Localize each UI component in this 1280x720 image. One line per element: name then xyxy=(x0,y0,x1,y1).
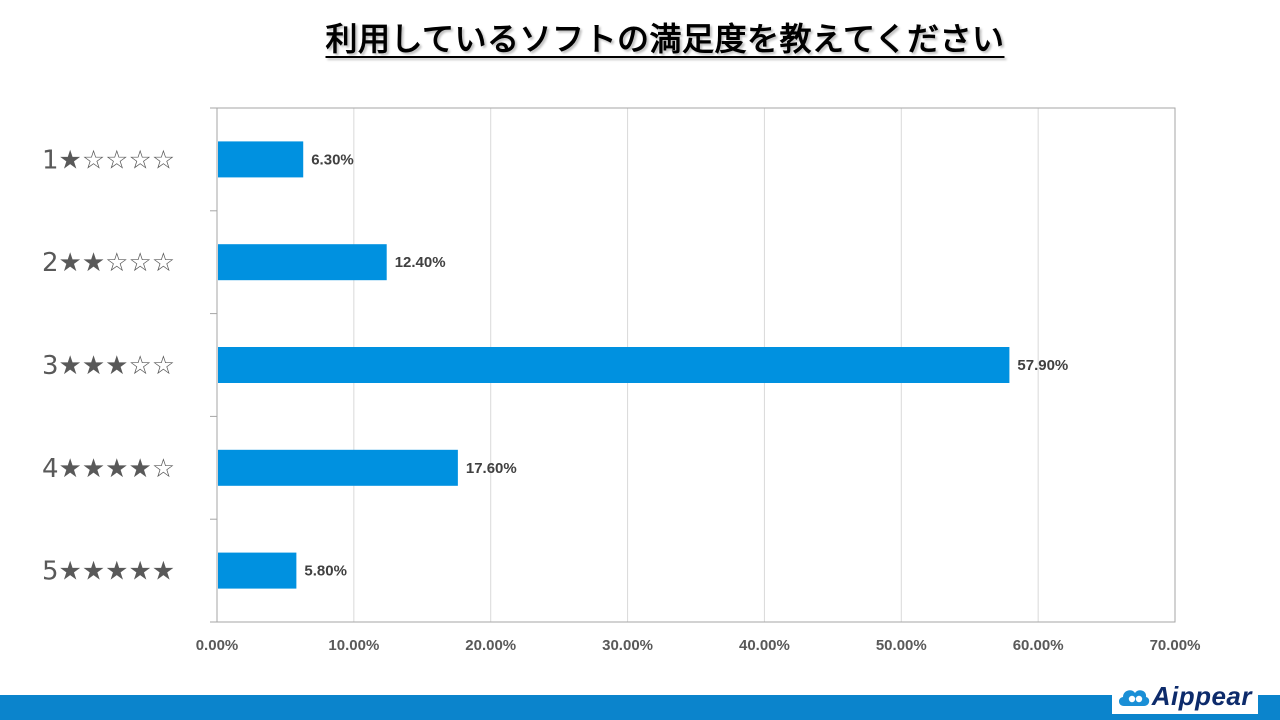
brand-logo: Aippear xyxy=(1111,678,1258,714)
x-tick-label-2: 20.00% xyxy=(465,637,516,654)
bar-4 xyxy=(218,449,458,486)
data-label-1: 6.30% xyxy=(311,151,354,168)
bar-5 xyxy=(218,552,297,589)
data-label-2: 12.40% xyxy=(395,254,446,271)
plot-area-border xyxy=(216,107,1176,623)
data-label-3: 57.90% xyxy=(1017,357,1068,374)
bar-1 xyxy=(218,141,304,178)
data-label-4: 17.60% xyxy=(466,460,517,477)
x-tick-label-1: 10.00% xyxy=(328,637,379,654)
footer-bar xyxy=(0,695,1280,720)
x-tick-label-5: 50.00% xyxy=(876,637,927,654)
category-label-2: 2★★☆☆☆ xyxy=(42,248,175,278)
logo-text: Aippear xyxy=(1151,680,1252,711)
x-tick-label-4: 40.00% xyxy=(739,637,790,654)
x-tick-label-3: 30.00% xyxy=(602,637,653,654)
bar-3 xyxy=(218,347,1010,383)
category-label-3: 3★★★☆☆ xyxy=(42,351,175,381)
cloud-icon xyxy=(1118,690,1149,706)
chart-title-text: 利用しているソフトの満足度を教えてください xyxy=(325,20,1005,58)
x-tick-label-0: 0.00% xyxy=(196,637,239,654)
category-label-5: 5★★★★★ xyxy=(42,557,175,587)
data-label-5: 5.80% xyxy=(304,563,347,580)
x-tick-label-7: 70.00% xyxy=(1150,637,1201,654)
category-label-4: 4★★★★☆ xyxy=(42,454,175,484)
category-label-1: 1★☆☆☆☆ xyxy=(42,145,175,175)
chart-title: 利用しているソフトの満足度を教えてください xyxy=(0,14,1280,60)
x-tick-label-6: 60.00% xyxy=(1013,637,1064,654)
bar-chart: 6.30% 1★☆☆☆☆ 12.40% 2★★☆☆☆ 57.90% 3★★★☆☆ 17.60… xyxy=(42,107,1201,654)
bar-2 xyxy=(218,244,387,281)
